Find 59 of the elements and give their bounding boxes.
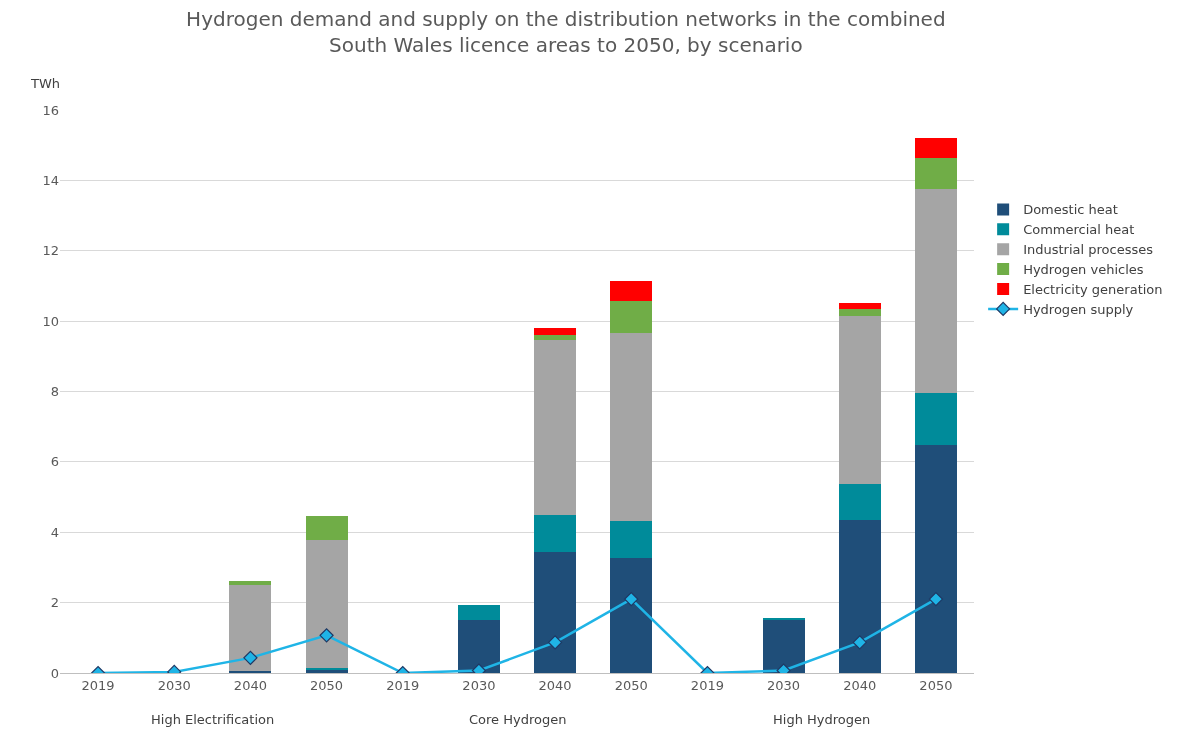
bar — [229, 585, 272, 671]
x-tick-label: 2040 — [843, 677, 877, 693]
y-tick-label: 10 — [42, 313, 59, 329]
bar — [229, 581, 272, 586]
legend-label: Electricity generation — [1023, 282, 1163, 298]
legend-label: Domestic heat — [1023, 202, 1118, 218]
bar — [610, 300, 653, 334]
bar — [534, 339, 577, 516]
bar — [534, 515, 577, 553]
bar — [914, 138, 957, 158]
bar — [610, 557, 653, 673]
y-tick-label: 0 — [50, 665, 59, 681]
chart-title: Hydrogen demand and supply on the distribution networks in the combined South Wales licence areas to 2050, by scenario — [186, 7, 946, 58]
bar — [534, 552, 577, 673]
bar — [305, 540, 348, 668]
bar — [914, 445, 957, 673]
x-tick-label: 2050 — [614, 677, 648, 693]
y-tick-label: 12 — [42, 243, 59, 259]
text: High Electrification — [151, 712, 275, 727]
bar — [610, 281, 653, 301]
bar — [610, 333, 653, 521]
bar — [838, 302, 881, 309]
x-tick-label: 2050 — [919, 677, 953, 693]
bar — [838, 484, 881, 520]
x-tick-label: 2050 — [310, 677, 344, 693]
legend-label: Commercial heat — [1023, 222, 1135, 238]
y-tick-label: 2 — [50, 595, 59, 611]
legend-label: Hydrogen supply — [1023, 301, 1134, 317]
x-tick-label: 2019 — [386, 677, 420, 693]
x-tick-label: 2019 — [690, 677, 724, 693]
bar — [610, 520, 653, 558]
bar — [534, 328, 577, 336]
y-tick-label: 14 — [42, 172, 59, 188]
bar — [838, 315, 881, 485]
bar — [305, 515, 348, 541]
bar — [534, 335, 577, 340]
legend-label: Industrial processes — [1023, 242, 1154, 258]
x-tick-label: 2030 — [462, 677, 496, 693]
y-tick-label: 8 — [50, 384, 59, 400]
y-tick-label: 4 — [50, 524, 59, 540]
y-tick-label: 16 — [42, 102, 59, 118]
bar — [838, 519, 881, 673]
bar — [457, 620, 500, 673]
y-axis-title: TWh — [30, 76, 61, 91]
x-tick-label: 2030 — [767, 677, 801, 693]
x-tick-label: 2030 — [157, 677, 191, 693]
bar — [914, 189, 957, 394]
x-tick-label: 2019 — [81, 677, 115, 693]
legend-label: Hydrogen vehicles — [1023, 262, 1144, 278]
bar — [838, 308, 881, 316]
text: High Hydrogen — [773, 712, 871, 727]
text: Core Hydrogen — [469, 712, 567, 727]
bar — [762, 619, 805, 673]
x-tick-label: 2040 — [538, 677, 572, 693]
bar — [914, 157, 957, 190]
x-tick-label: 2040 — [233, 677, 267, 693]
bar — [457, 605, 500, 621]
y-tick-label: 6 — [50, 454, 59, 470]
bar — [914, 393, 957, 446]
